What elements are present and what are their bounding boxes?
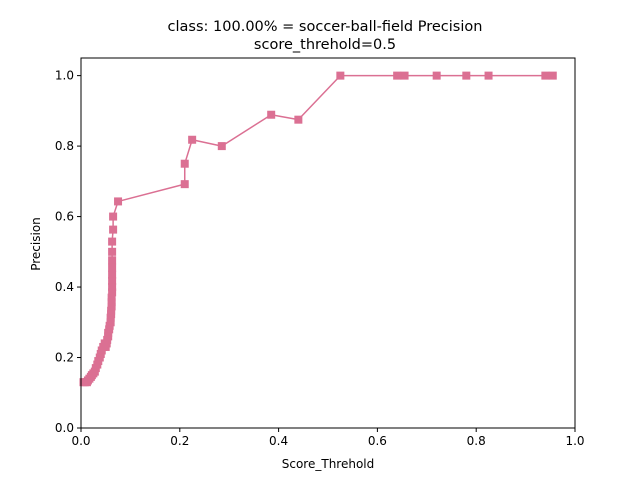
- plot-frame: [80, 57, 576, 429]
- x-tick-label: 1.0: [565, 434, 584, 448]
- data-point: [107, 298, 116, 307]
- y-tick-label: 0.6: [55, 210, 74, 224]
- data-point: [180, 159, 189, 168]
- data-point: [109, 212, 118, 221]
- data-point: [548, 71, 557, 80]
- data-point: [108, 247, 117, 256]
- x-tick-label: 0.0: [71, 434, 90, 448]
- data-point: [114, 197, 123, 206]
- y-tick-label: 0.8: [55, 139, 74, 153]
- chart-title: class: 100.00% = soccer-ball-field Preci…: [168, 19, 483, 35]
- data-point: [393, 71, 402, 80]
- data-point: [462, 71, 471, 80]
- y-tick-label: 1.0: [55, 69, 74, 83]
- data-point: [107, 302, 116, 311]
- data-point: [484, 71, 493, 80]
- data-point: [108, 270, 117, 279]
- data-point: [188, 135, 197, 144]
- data-point: [400, 71, 409, 80]
- data-point: [267, 110, 276, 119]
- y-tick-label: 0.2: [55, 351, 74, 365]
- chart-subtitle: score_threhold=0.5: [254, 37, 396, 53]
- plot-background: [81, 58, 575, 428]
- data-point: [107, 293, 116, 302]
- x-tick-label: 0.6: [368, 434, 387, 448]
- data-point: [109, 225, 118, 234]
- data-point: [108, 237, 117, 246]
- plot-area: [81, 58, 575, 428]
- x-tick-label: 0.8: [467, 434, 486, 448]
- x-tick-label: 0.4: [269, 434, 288, 448]
- data-point: [108, 283, 117, 292]
- series-group: [79, 71, 557, 387]
- y-tick-label: 0.0: [55, 421, 74, 435]
- data-point: [108, 277, 117, 286]
- axes-group: 0.0 0.2 0.4 0.6 0.8 1.0 0.0 0.2 0.4 0.6 0.8 1.0: [55, 57, 585, 448]
- data-point: [180, 180, 189, 189]
- x-axis-label: Score_Threhold: [282, 457, 375, 471]
- data-point: [108, 288, 117, 297]
- y-axis-label: Precision: [29, 217, 43, 271]
- data-point: [79, 378, 88, 387]
- data-point: [336, 71, 345, 80]
- data-point: [108, 256, 117, 265]
- x-tick-label: 0.2: [170, 434, 189, 448]
- data-point: [217, 142, 226, 151]
- data-point: [294, 115, 303, 124]
- data-point: [432, 71, 441, 80]
- data-point: [541, 71, 550, 80]
- data-point: [108, 263, 117, 272]
- y-tick-label: 0.4: [55, 280, 74, 294]
- data-point: [106, 313, 115, 322]
